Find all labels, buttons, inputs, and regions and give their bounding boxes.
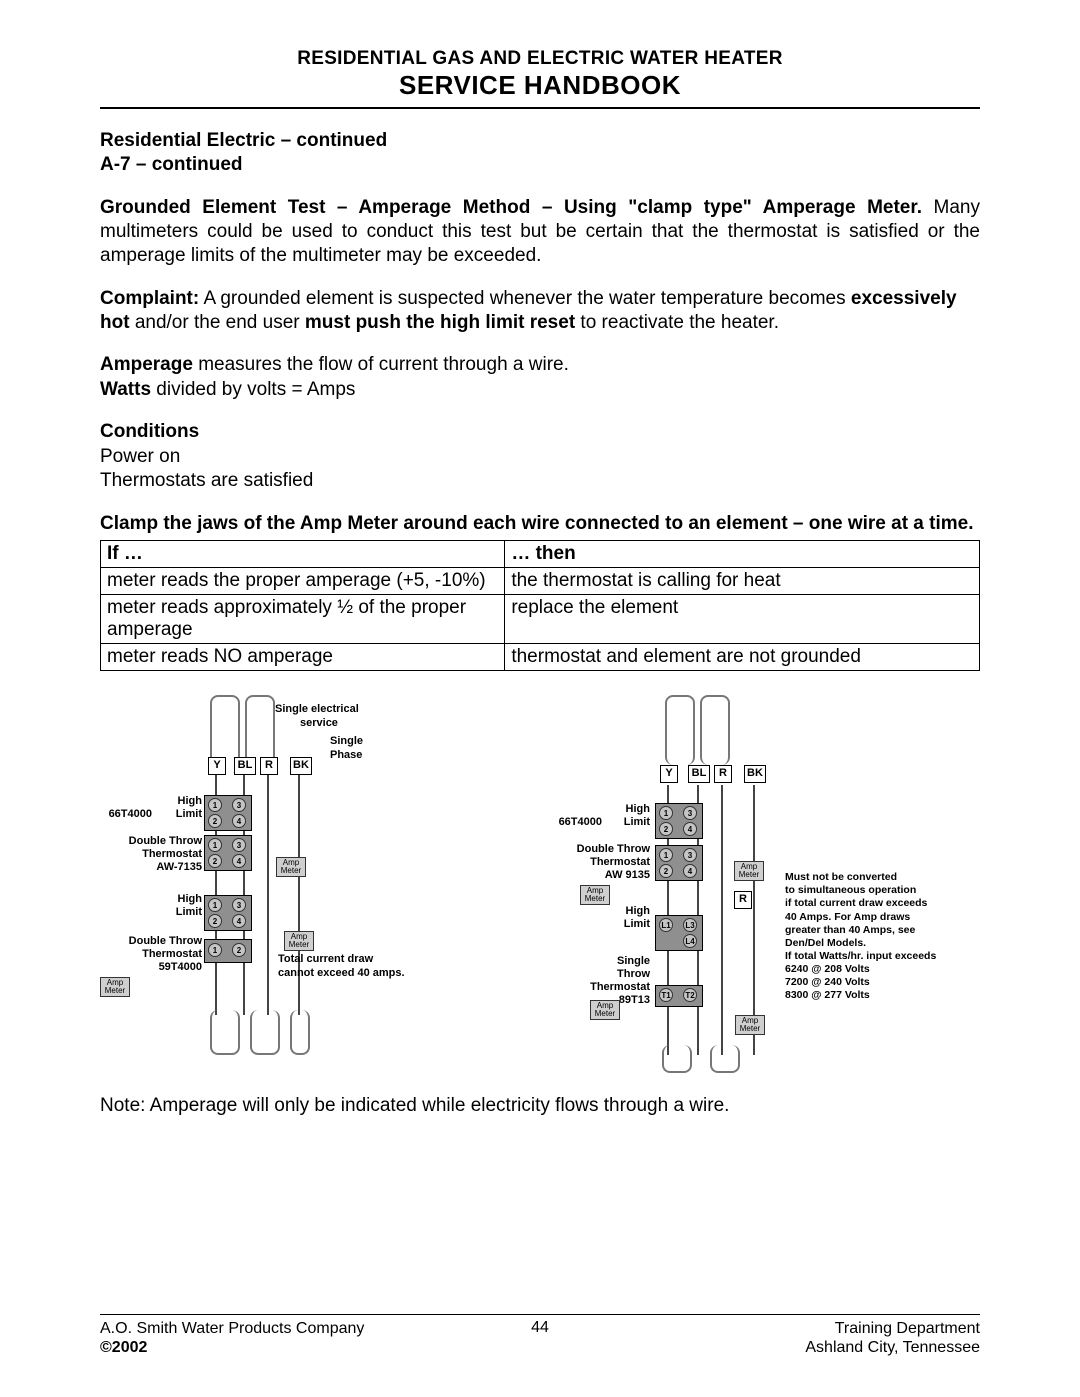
page-header: RESIDENTIAL GAS AND ELECTRIC WATER HEATE… [100,48,980,109]
r-lbl-limit: Limit [624,816,650,828]
r-lbl-thermostat: Thermostat [590,856,650,868]
para1-bold: Grounded Element Test – Amperage Method … [100,197,922,218]
lbl-single: Single [330,735,363,747]
amp-meter-box: AmpMeter [276,857,306,877]
right-sidenote: Must not be converted to simultaneous op… [785,871,980,1002]
lbl-service: service [300,717,338,729]
r-lbl-double-throw: Double Throw [577,843,650,855]
r-lbl-r: R [714,765,732,783]
table-row: meter reads approximately ½ of the prope… [101,595,980,644]
r-amp-meter-2: AmpMeter [580,885,610,905]
r-lbl-66t4000: 66T4000 [559,816,602,828]
wiring-diagram-right: Y BL R BK High Limit 66T4000 1 3 2 4 Dou… [510,695,980,1075]
th-if: If … [101,541,505,568]
continued1: Residential Electric – continued [100,130,387,151]
th-then: … then [505,541,980,568]
r-lbl-thermostat2: Thermostat [590,981,650,993]
r-amp-meter-3: AmpMeter [590,1000,620,1020]
r-lbl-throw: Throw [617,968,650,980]
r-lbl-89t13: 89T13 [619,994,650,1006]
complaint-t1: A grounded element is suspected whenever… [199,288,851,309]
conditions-l1: Power on [100,445,980,470]
lbl-high: High [178,795,202,807]
amperage-block: Amperage measures the flow of current th… [100,353,980,402]
lbl-limit: Limit [176,808,202,820]
wiring-diagram-left: Single electrical service Single Phase Y… [100,695,480,1075]
r-amp-meter-4: AmpMeter [735,1015,765,1035]
cell-then: thermostat and element are not grounded [505,644,980,671]
lbl-double-throw2: Double Throw [129,935,202,947]
complaint-t2: and/or the end user [130,312,305,333]
r-lbl-r-side: R [734,891,752,909]
lbl-limit2: Limit [176,906,202,918]
lbl-bl: BL [234,757,256,775]
amp-meter-box-2: AmpMeter [284,931,314,951]
complaint-label: Complaint: [100,288,199,309]
clamp-instruction: Clamp the jaws of the Amp Meter around e… [100,512,980,536]
lbl-phase: Phase [330,749,362,761]
lbl-66t4000: 66T4000 [109,808,152,820]
r-lbl-high: High [626,803,650,815]
if-then-table: If … … then meter reads the proper amper… [100,540,980,671]
r-lbl-aw9135: AW 9135 [605,869,650,881]
r-lbl-y: Y [660,765,678,783]
amp-meter-box-3: AmpMeter [100,977,130,997]
lbl-double-throw: Double Throw [129,835,202,847]
lbl-y: Y [208,757,226,775]
lbl-r: R [260,757,278,775]
note-text: Note: Amperage will only be indicated wh… [100,1095,980,1117]
lbl-cannot-exceed: cannot exceed 40 amps. [278,967,405,979]
r-amp-meter-1: AmpMeter [734,861,764,881]
cell-then: replace the element [505,595,980,644]
amperage-label: Amperage [100,354,193,375]
lbl-bk: BK [290,757,312,775]
watts-label: Watts [100,379,151,400]
continued-block: Residential Electric – continued A-7 – c… [100,129,980,178]
r-lbl-single: Single [617,955,650,967]
header-line1: RESIDENTIAL GAS AND ELECTRIC WATER HEATE… [100,48,980,70]
cell-then: the thermostat is calling for heat [505,568,980,595]
r-lbl-bl: BL [688,765,710,783]
clamp-text: Clamp the jaws of the Amp Meter around e… [100,513,974,534]
footer-copyright: ©2002 [100,1339,147,1356]
lbl-aw7135: AW-7135 [156,861,202,873]
lbl-thermostat2: Thermostat [142,948,202,960]
header-line2: SERVICE HANDBOOK [100,70,980,101]
continued2: A-7 – continued [100,154,243,175]
grounded-test-para: Grounded Element Test – Amperage Method … [100,196,980,269]
cell-if: meter reads NO amperage [101,644,505,671]
amperage-text: measures the flow of current through a w… [193,354,569,375]
diagrams-row: Single electrical service Single Phase Y… [100,695,980,1075]
complaint-para: Complaint: A grounded element is suspect… [100,287,980,336]
conditions-block: Conditions Power on Thermostats are sati… [100,420,980,494]
conditions-label: Conditions [100,420,980,445]
r-lbl-high2: High [626,905,650,917]
footer-city: Ashland City, Tennessee [805,1339,980,1356]
lbl-total-current: Total current draw [278,953,373,965]
complaint-t3: to reactivate the heater. [575,312,779,333]
lbl-thermostat: Thermostat [142,848,202,860]
complaint-b2: must push the high limit reset [305,312,575,333]
conditions-l2: Thermostats are satisfied [100,469,980,494]
lbl-high2: High [178,893,202,905]
r-lbl-limit2: Limit [624,918,650,930]
cell-if: meter reads the proper amperage (+5, -10… [101,568,505,595]
cell-if: meter reads approximately ½ of the prope… [101,595,505,644]
table-row: meter reads the proper amperage (+5, -10… [101,568,980,595]
page-footer: A.O. Smith Water Products Company ©2002 … [100,1314,980,1357]
lbl-single-electrical: Single electrical [275,703,359,715]
lbl-59t4000: 59T4000 [159,961,202,973]
footer-page: 44 [100,1319,980,1337]
watts-text: divided by volts = Amps [151,379,355,400]
r-lbl-bk: BK [744,765,766,783]
